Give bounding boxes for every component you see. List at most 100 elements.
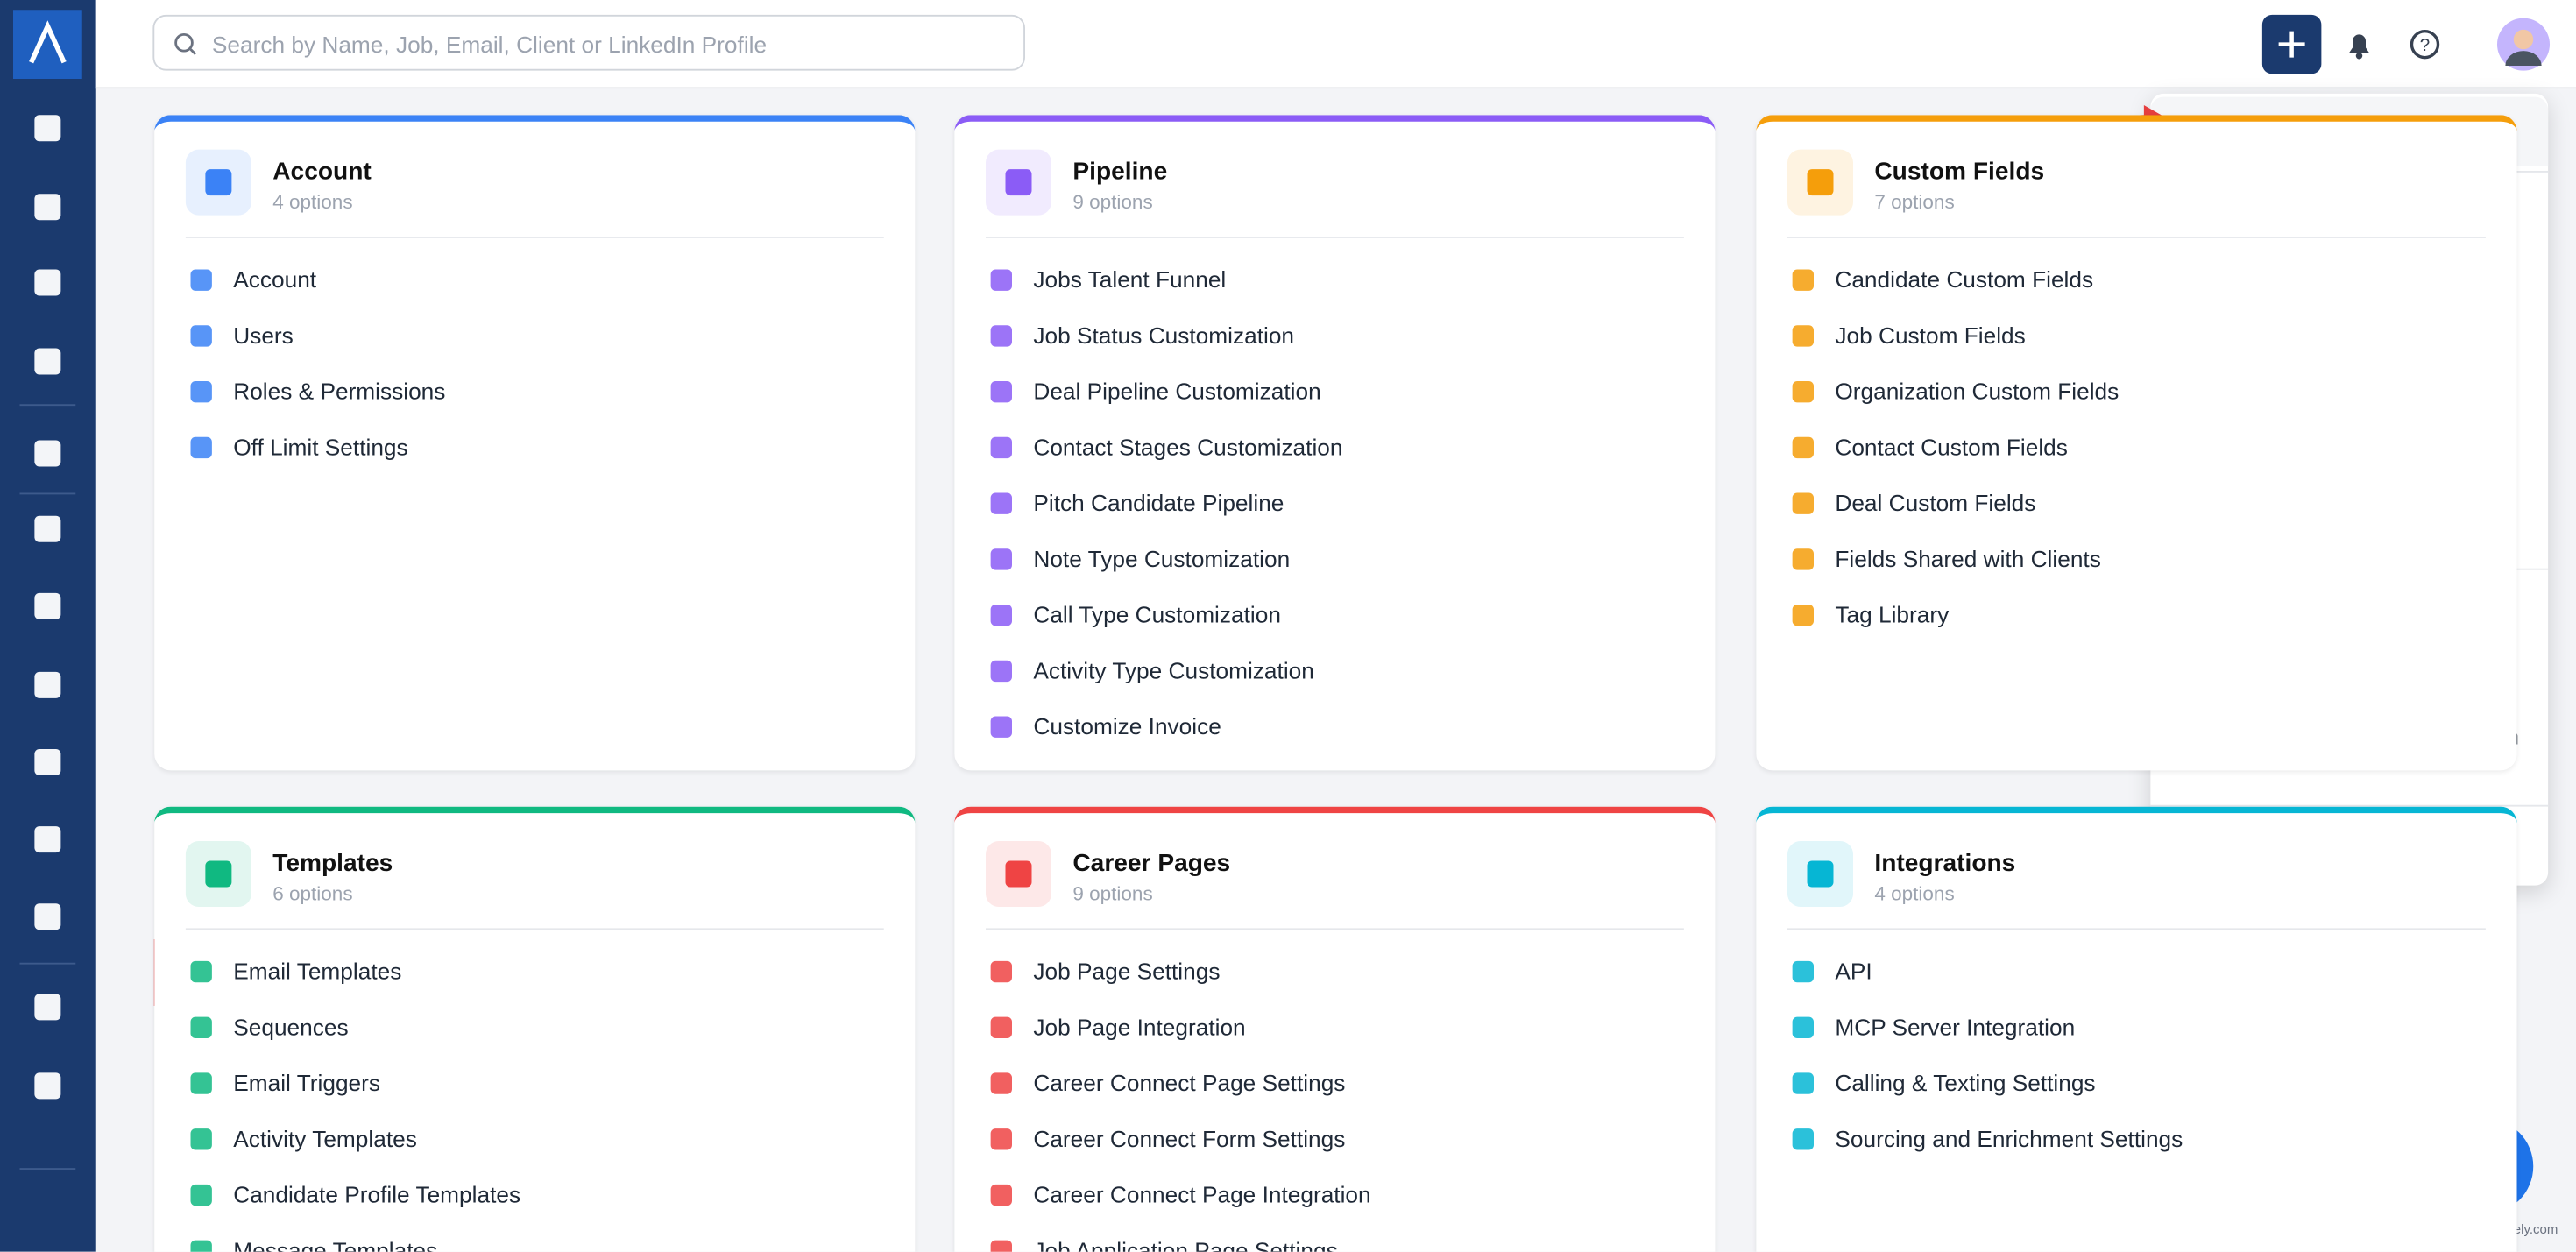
sidebar xyxy=(0,0,96,1252)
sidebar-icon[interactable] xyxy=(34,671,61,698)
bell-icon[interactable] xyxy=(2343,28,2376,61)
item-icon xyxy=(990,436,1012,459)
card-icon-glyph xyxy=(1807,860,1834,888)
card-icon-glyph xyxy=(205,169,232,196)
card-title: Account xyxy=(272,158,372,186)
logo[interactable] xyxy=(13,10,82,79)
card-divider xyxy=(1787,928,2486,930)
setting-link[interactable]: Calling & Texting Settings xyxy=(1835,1069,2096,1096)
sidebar-icon[interactable] xyxy=(34,1072,61,1100)
item-icon xyxy=(190,1128,212,1150)
setting-link[interactable]: Career Connect Page Integration xyxy=(1033,1181,1371,1208)
card-title: Templates xyxy=(272,849,393,878)
item-icon xyxy=(190,1016,212,1038)
logo-mark xyxy=(29,20,67,64)
setting-link[interactable]: API xyxy=(1835,958,1872,985)
item-icon xyxy=(1792,269,1814,291)
setting-link[interactable]: Message Templates xyxy=(233,1236,438,1252)
setting-link[interactable]: Sourcing and Enrichment Settings xyxy=(1835,1125,2183,1152)
setting-link[interactable]: MCP Server Integration xyxy=(1835,1013,2076,1040)
item-icon xyxy=(990,548,1012,570)
setting-link[interactable]: Call Type Customization xyxy=(1033,601,1281,628)
item-icon xyxy=(1792,1072,1814,1094)
setting-link[interactable]: Candidate Custom Fields xyxy=(1835,265,2094,293)
card-divider xyxy=(986,928,1684,930)
sidebar-icon[interactable] xyxy=(34,515,61,542)
settings-card: Account 4 options Account Users Roles & Perm… xyxy=(154,115,916,771)
item-icon xyxy=(190,1240,212,1252)
card-icon-glyph xyxy=(205,860,232,888)
setting-link[interactable]: Career Connect Page Settings xyxy=(1033,1069,1346,1096)
setting-link[interactable]: Activity Templates xyxy=(233,1125,417,1152)
sidebar-icon[interactable] xyxy=(34,994,61,1021)
setting-link[interactable]: Deal Custom Fields xyxy=(1835,489,2036,516)
setting-link[interactable]: Contact Stages Customization xyxy=(1033,434,1343,460)
setting-link[interactable]: Sequences xyxy=(233,1013,349,1040)
sidebar-icon[interactable] xyxy=(34,749,61,775)
sidebar-icon[interactable] xyxy=(34,903,61,930)
setting-link[interactable]: Job Page Integration xyxy=(1033,1013,1246,1040)
setting-link[interactable]: Job Application Page Settings xyxy=(1033,1236,1338,1252)
add-button[interactable] xyxy=(2261,14,2322,74)
item-icon xyxy=(190,269,212,291)
item-icon xyxy=(1792,325,1814,347)
setting-link[interactable]: Roles & Permissions xyxy=(233,378,446,405)
item-icon xyxy=(990,605,1012,626)
svg-text:?: ? xyxy=(2420,35,2430,55)
card-subtitle: 7 options xyxy=(1874,190,1955,214)
setting-link[interactable]: Job Status Customization xyxy=(1033,322,1295,349)
setting-link[interactable]: Career Connect Form Settings xyxy=(1033,1125,1346,1152)
item-icon xyxy=(1792,605,1814,626)
setting-link[interactable]: Off Limit Settings xyxy=(233,434,408,460)
settings-card: Templates 6 options Email Templates Sequenc… xyxy=(154,806,916,1252)
item-icon xyxy=(190,381,212,403)
menu-divider xyxy=(2150,804,2549,807)
setting-link[interactable]: Deal Pipeline Customization xyxy=(1033,378,1321,405)
item-icon xyxy=(990,716,1012,738)
sidebar-icon[interactable] xyxy=(34,826,61,853)
avatar[interactable] xyxy=(2495,17,2551,73)
item-icon xyxy=(1792,1128,1814,1150)
item-icon xyxy=(190,325,212,347)
sidebar-icon[interactable] xyxy=(34,440,61,467)
setting-link[interactable]: Fields Shared with Clients xyxy=(1835,545,2101,572)
setting-link[interactable]: Activity Type Customization xyxy=(1033,657,1314,683)
sidebar-icon[interactable] xyxy=(34,115,61,142)
card-icon-glyph xyxy=(1807,169,1834,196)
item-icon xyxy=(990,325,1012,347)
sidebar-divider xyxy=(19,492,76,495)
setting-link[interactable]: Organization Custom Fields xyxy=(1835,378,2120,405)
setting-link[interactable]: Account xyxy=(233,265,317,293)
item-icon xyxy=(1792,492,1814,514)
search-icon xyxy=(174,32,197,55)
setting-link[interactable]: Job Custom Fields xyxy=(1835,322,2026,349)
setting-link[interactable]: Customize Invoice xyxy=(1033,712,1221,739)
sidebar-icon[interactable] xyxy=(34,194,61,221)
setting-link[interactable]: Pitch Candidate Pipeline xyxy=(1033,489,1284,516)
card-subtitle: 4 options xyxy=(272,190,353,214)
search-box[interactable]: Search by Name, Job, Email, Client or Li… xyxy=(152,14,1025,71)
help-icon[interactable]: ? xyxy=(2409,28,2442,61)
sidebar-icon[interactable] xyxy=(34,592,61,619)
item-icon xyxy=(990,960,1012,983)
sidebar-icon[interactable] xyxy=(34,269,61,296)
item-icon xyxy=(990,492,1012,514)
setting-link[interactable]: Email Templates xyxy=(233,958,402,985)
item-icon xyxy=(1792,1016,1814,1038)
item-icon xyxy=(190,1184,212,1206)
setting-link[interactable]: Users xyxy=(233,322,294,349)
setting-link[interactable]: Tag Library xyxy=(1835,601,1950,628)
setting-link[interactable]: Candidate Profile Templates xyxy=(233,1181,521,1208)
plus-icon xyxy=(2278,31,2305,58)
item-icon xyxy=(990,1128,1012,1150)
card-subtitle: 4 options xyxy=(1874,881,1955,906)
setting-link[interactable]: Note Type Customization xyxy=(1033,545,1291,572)
item-icon xyxy=(990,1240,1012,1252)
setting-link[interactable]: Contact Custom Fields xyxy=(1835,434,2068,460)
sidebar-icon[interactable] xyxy=(34,348,61,375)
setting-link[interactable]: Job Page Settings xyxy=(1033,958,1221,985)
setting-link[interactable]: Email Triggers xyxy=(233,1069,381,1096)
card-subtitle: 9 options xyxy=(1072,881,1153,906)
card-title: Integrations xyxy=(1874,849,2016,878)
setting-link[interactable]: Jobs Talent Funnel xyxy=(1033,265,1227,293)
